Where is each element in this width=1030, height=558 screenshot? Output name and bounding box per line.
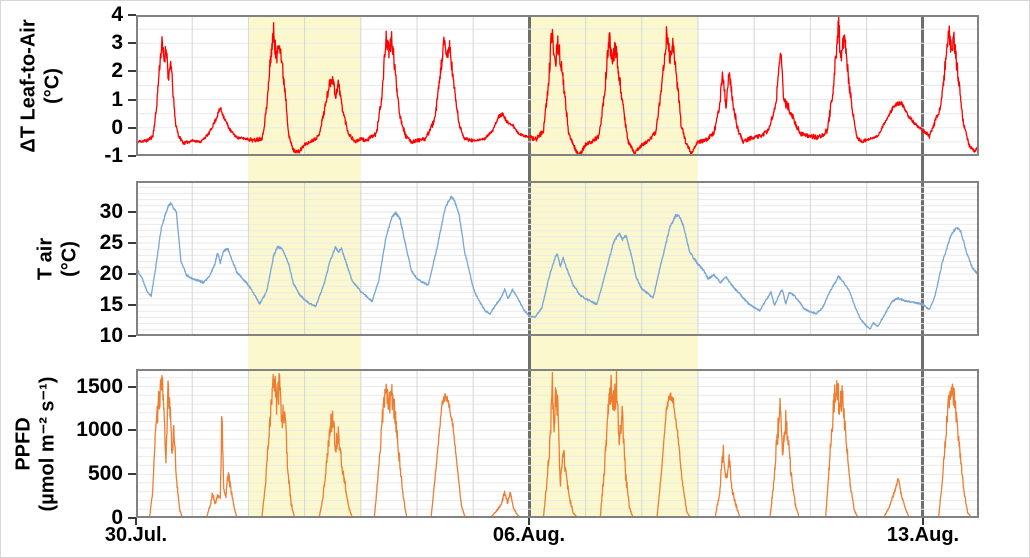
x-tick-mark [135,518,137,525]
y-tick-label: 0 [111,116,123,139]
y-tick-mark [128,242,136,244]
y-tick-label: 1000 [76,418,123,441]
y-tick-mark [128,155,136,157]
y-tick-mark [128,211,136,213]
y-tick-mark [128,273,136,275]
ppfd-chart-panel [136,369,979,518]
y-tick-label: 15 [99,293,123,316]
series-line-0 [136,16,979,156]
y-tick-label: 10 [99,324,123,347]
y-tick-label: 0 [111,506,123,529]
y-tick-mark [128,304,136,306]
y-tick-label: 500 [87,462,123,485]
series-line-2 [136,370,979,518]
y-tick-label: 1500 [76,375,123,398]
y-tick-mark [128,42,136,44]
y-tick-mark [128,335,136,337]
y-axis-title-delta-t-line1: ΔT Leaf-to-Air [17,19,40,153]
x-tick-mark [528,518,530,525]
series-line-1 [136,195,979,330]
y-axis-title-delta-t-line2: (°C) [41,68,64,104]
highlight-band [529,15,698,518]
y-tick-label: 1 [111,88,123,111]
y-tick-label: -1 [104,144,123,167]
y-tick-label: 25 [99,231,123,254]
y-tick-mark [128,429,136,431]
x-tick-label-30-jul: 30.Jul. [104,524,168,546]
y-tick-mark [128,386,136,388]
panel-border [136,369,979,518]
panel-border [136,15,979,156]
x-tick-label-06-aug: 06.Aug. [492,524,566,546]
y-tick-label: 4 [111,3,123,26]
y-axis-title-delta-t: ΔT Leaf-to-Air (°C) [17,16,65,157]
delta-t-chart-panel [136,15,979,156]
y-tick-mark [128,99,136,101]
t-air-chart-panel [136,181,979,336]
y-axis-title-t-air: T air (°C) [34,182,82,337]
x-tick-label-13-aug: 13.Aug. [886,524,960,546]
x-tick-mark [922,518,924,525]
y-axis-title-t-air-line2: (°C) [58,241,81,277]
y-tick-label: 30 [99,200,123,223]
y-axis-title-ppfd-line2: (µmol m⁻² s⁻¹) [36,376,59,512]
y-tick-label: 20 [99,262,123,285]
y-tick-mark [128,517,136,519]
y-axis-title-ppfd: PPFD (µmol m⁻² s⁻¹) [12,370,60,519]
date-divider-line [921,15,925,518]
panel-border [136,181,979,336]
y-axis-title-t-air-line1: T air [34,237,57,281]
y-axis-title-ppfd-line1: PPFD [12,417,35,471]
date-divider-line [527,15,531,518]
y-tick-mark [128,473,136,475]
y-tick-label: 2 [111,59,123,82]
y-tick-mark [128,14,136,16]
y-tick-mark [128,127,136,129]
y-tick-label: 3 [111,31,123,54]
y-tick-mark [128,70,136,72]
